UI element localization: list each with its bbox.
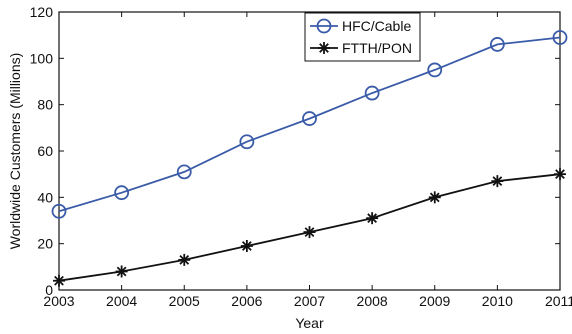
x-tick-label: 2005 bbox=[169, 293, 200, 309]
data-point-star bbox=[429, 192, 440, 203]
data-point-circle bbox=[176, 164, 192, 180]
axis-ticks: 0 20 40 60 80 100 120 2003 2004 2005 2006 2007 2008 2… bbox=[30, 4, 572, 309]
y-tick-label: 0 bbox=[45, 282, 53, 298]
y-tick-label: 60 bbox=[37, 143, 53, 159]
y-tick-label: 80 bbox=[37, 97, 53, 113]
y-axis-title: Worldwide Customers (Millions) bbox=[7, 53, 23, 250]
data-point-star bbox=[54, 275, 64, 286]
y-tick-label: 40 bbox=[37, 189, 53, 205]
data-point-star bbox=[116, 266, 127, 277]
data-point-star bbox=[304, 227, 315, 237]
x-tick-label: 2009 bbox=[419, 293, 450, 309]
legend-label: FTTH/PON bbox=[342, 40, 412, 56]
legend-entry: HFC/Cable bbox=[310, 18, 411, 34]
data-point-circle bbox=[489, 37, 505, 52]
data-point-circle bbox=[51, 203, 67, 219]
legend-marker-star bbox=[319, 43, 329, 53]
x-tick-label: 2006 bbox=[231, 293, 262, 309]
legend-label: HFC/Cable bbox=[342, 18, 411, 34]
data-point-circle bbox=[427, 62, 443, 78]
x-tick-label: 2011 bbox=[545, 293, 572, 309]
y-tick-label: 100 bbox=[30, 50, 54, 66]
data-point-star bbox=[492, 176, 503, 186]
legend-marker-circle bbox=[316, 18, 332, 34]
series-layer bbox=[51, 30, 568, 287]
series-line bbox=[58, 36, 561, 213]
data-point-star bbox=[179, 255, 190, 265]
data-point-star bbox=[241, 241, 252, 251]
data-point-circle bbox=[364, 85, 380, 101]
x-tick-label: 2003 bbox=[43, 293, 74, 309]
legend-entry: FTTH/PON bbox=[310, 40, 412, 56]
x-tick-label: 2007 bbox=[294, 293, 325, 309]
data-point-circle bbox=[302, 111, 317, 126]
data-point-circle bbox=[239, 134, 255, 150]
data-point-star bbox=[555, 169, 565, 180]
data-point-circle bbox=[552, 30, 568, 45]
x-axis-title: Year bbox=[295, 315, 324, 331]
series-ftth-pon bbox=[53, 168, 566, 287]
y-tick-label: 20 bbox=[37, 236, 53, 252]
y-tick-label: 120 bbox=[30, 4, 54, 20]
series-hfc-cable bbox=[51, 30, 568, 219]
x-tick-label: 2008 bbox=[357, 293, 388, 309]
x-tick-label: 2004 bbox=[106, 293, 137, 309]
legend: HFC/Cable FTTH/PON bbox=[304, 12, 421, 62]
data-point-star bbox=[367, 213, 378, 224]
x-tick-label: 2010 bbox=[482, 293, 513, 309]
data-point-circle bbox=[114, 185, 130, 201]
